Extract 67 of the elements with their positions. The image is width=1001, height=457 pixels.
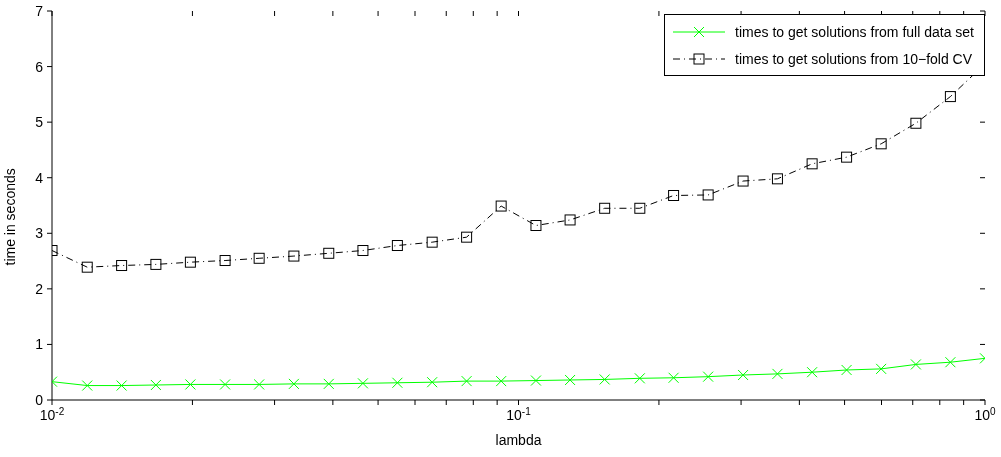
point: [910, 358, 922, 370]
point: [634, 202, 646, 214]
point: [702, 371, 714, 383]
point: [426, 376, 438, 388]
point: [910, 117, 922, 129]
point: [806, 158, 818, 170]
point: [253, 378, 265, 390]
y-axis-title: time in seconds: [1, 168, 18, 266]
point: [116, 260, 128, 272]
point: [841, 151, 853, 163]
point: [771, 173, 783, 185]
point: [150, 258, 162, 270]
point: [875, 363, 887, 375]
point: [357, 377, 369, 389]
x-tick-label: 10$^{-1}$: [506, 405, 532, 423]
x-axis-title: lambda: [495, 432, 542, 448]
y-tick-label: 6: [35, 58, 44, 75]
point: [391, 240, 403, 252]
x-tick-label: 10$^{-2}$: [39, 405, 65, 423]
point: [184, 256, 196, 268]
point: [702, 189, 714, 201]
point: [495, 200, 507, 212]
x-tick-label: 10$^{0}$: [974, 405, 997, 423]
y-tick-label: 4: [35, 169, 44, 186]
point: [599, 373, 611, 385]
y-tick-label: 0: [35, 392, 44, 408]
point: [634, 372, 646, 384]
point: [81, 261, 93, 273]
point: [944, 91, 956, 103]
point: [564, 214, 576, 226]
point: [599, 202, 611, 214]
point: [219, 255, 231, 267]
point: [530, 375, 542, 387]
point: [288, 378, 300, 390]
point: [184, 378, 196, 390]
point: [806, 366, 818, 378]
point: [116, 380, 128, 392]
y-tick-label: 7: [35, 3, 44, 19]
legend-label: times to get solutions from full data set: [735, 23, 974, 40]
point: [288, 250, 300, 262]
y-tick-label: 1: [35, 336, 44, 353]
point: [944, 356, 956, 368]
point: [495, 375, 507, 387]
point: [461, 231, 473, 243]
point: [737, 175, 749, 187]
y-tick-label: 3: [35, 225, 44, 242]
point: [530, 220, 542, 232]
point: [357, 245, 369, 257]
y-tick-label: 2: [35, 280, 44, 297]
y-tick-label: 5: [35, 114, 44, 131]
point: [668, 372, 680, 384]
point: [219, 378, 231, 390]
point: [253, 252, 265, 264]
point: [737, 369, 749, 381]
point: [771, 368, 783, 380]
point: [323, 247, 335, 259]
point: [461, 375, 473, 387]
point: [564, 374, 576, 386]
point: [668, 190, 680, 201]
point: [150, 379, 162, 391]
legend-label: times to get solutions from 10−fold CV: [735, 50, 973, 67]
point: [841, 364, 853, 376]
point: [391, 377, 403, 389]
point: [81, 380, 93, 392]
point: [875, 138, 887, 150]
point: [323, 378, 335, 390]
point: [426, 236, 438, 248]
